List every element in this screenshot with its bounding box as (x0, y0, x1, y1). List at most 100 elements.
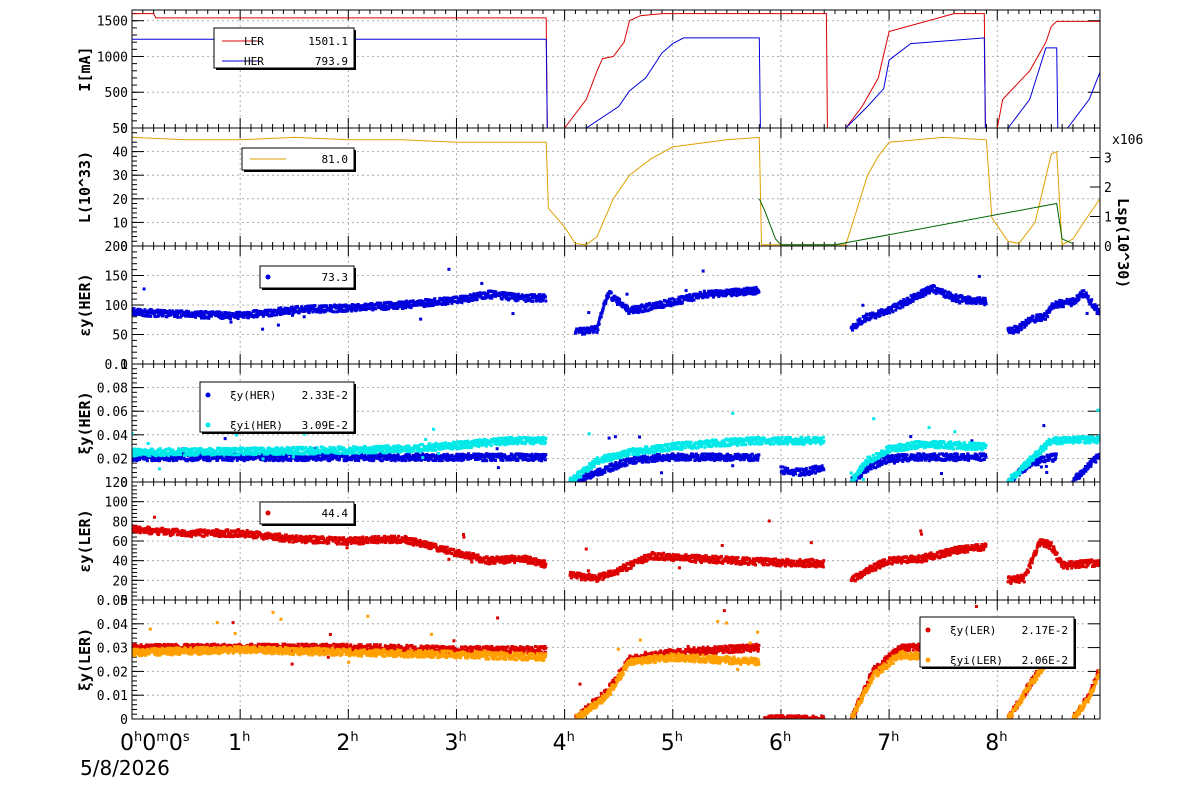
data-point (984, 299, 988, 303)
data-point (450, 453, 454, 457)
data-point (419, 299, 423, 303)
data-point (708, 453, 712, 457)
data-point (1090, 298, 1094, 302)
data-point (501, 293, 505, 297)
data-point (900, 453, 904, 457)
data-point (866, 312, 870, 316)
data-point (266, 456, 270, 460)
data-point (172, 458, 176, 462)
data-point (944, 458, 948, 462)
data-point (305, 455, 309, 459)
data-point (471, 456, 475, 460)
data-point (618, 461, 622, 465)
data-point (984, 455, 988, 459)
data-point (479, 294, 483, 298)
data-point (285, 454, 289, 458)
data-point (254, 313, 258, 317)
data-point (865, 468, 869, 472)
data-point (226, 458, 230, 462)
y-tick-label: 1000 (97, 50, 128, 65)
data-point (508, 297, 512, 301)
data-point (440, 459, 444, 463)
data-point (543, 454, 547, 458)
data-point (493, 459, 497, 463)
data-point (527, 293, 531, 297)
data-point (208, 458, 212, 462)
data-point (636, 459, 640, 463)
data-point (861, 303, 865, 307)
data-point (288, 457, 292, 461)
data-point (284, 311, 288, 315)
y-axis-label: εy(HER) (76, 273, 94, 336)
data-point (595, 326, 599, 330)
data-point (676, 297, 680, 301)
data-point (176, 315, 180, 319)
data-point (209, 314, 213, 318)
data-point (335, 310, 339, 314)
data-point (608, 469, 612, 473)
data-point (339, 304, 343, 308)
y-tick-label: 0.02 (97, 452, 128, 467)
data-point (190, 457, 194, 461)
data-point (516, 294, 520, 298)
data-point (152, 459, 156, 463)
data-point (142, 457, 146, 461)
data-point (984, 453, 988, 457)
data-point (388, 303, 392, 307)
data-point (637, 310, 641, 314)
data-point (682, 457, 686, 461)
data-point (1058, 298, 1062, 302)
data-point (954, 452, 958, 456)
data-point (864, 470, 868, 474)
data-point (921, 294, 925, 298)
data-point (631, 461, 635, 465)
data-point (390, 302, 394, 306)
data-point (293, 306, 297, 310)
data-point (207, 316, 211, 320)
data-point (449, 296, 453, 300)
data-point (695, 458, 699, 462)
data-point (667, 459, 671, 463)
data-point (217, 310, 221, 314)
data-point (442, 296, 446, 300)
data-point (949, 293, 953, 297)
data-point (289, 309, 293, 313)
data-point (179, 457, 183, 461)
data-point (615, 300, 619, 304)
data-point (641, 459, 645, 463)
data-point (1053, 305, 1057, 309)
data-point (283, 457, 287, 461)
data-point (516, 298, 520, 302)
data-point (370, 302, 374, 306)
data-point (606, 465, 610, 469)
data-point (163, 456, 167, 460)
data-point (292, 311, 296, 315)
data-point (587, 472, 591, 476)
data-point (323, 304, 327, 308)
data-point (1024, 321, 1028, 325)
data-point (496, 466, 500, 470)
data-point (530, 455, 534, 459)
data-point (278, 458, 282, 462)
data-point (402, 458, 406, 462)
data-point (860, 473, 864, 477)
data-point (466, 452, 470, 456)
data-point (1098, 312, 1100, 316)
data-point (259, 458, 263, 462)
data-point (419, 458, 423, 462)
data-point (166, 313, 170, 317)
data-point (952, 455, 956, 459)
data-point (1082, 471, 1086, 475)
data-point (309, 308, 313, 312)
data-point (1038, 460, 1042, 464)
data-point (692, 298, 696, 302)
data-point (890, 459, 894, 463)
data-point (690, 299, 694, 303)
data-point (1016, 330, 1020, 334)
data-point (297, 311, 301, 315)
data-point (1015, 489, 1018, 492)
data-point (502, 295, 506, 299)
data-point (1046, 315, 1050, 319)
